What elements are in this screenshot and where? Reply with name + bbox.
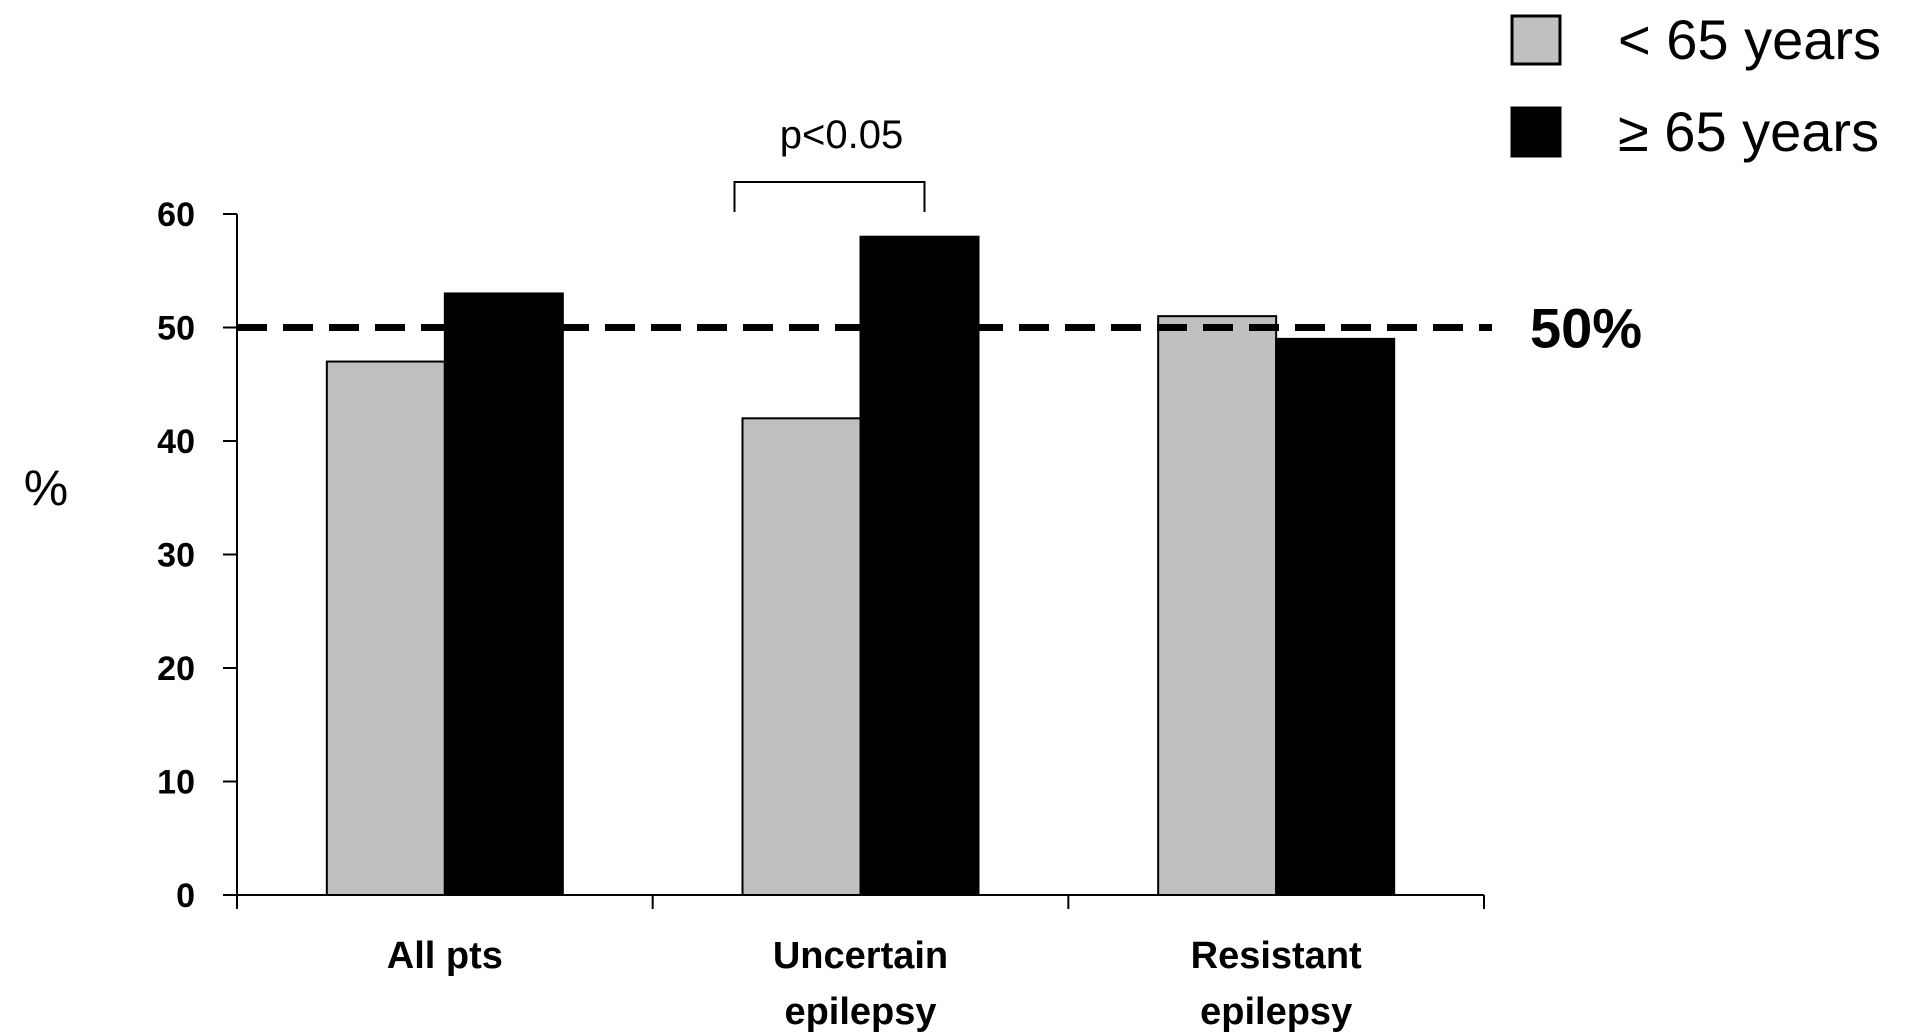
x-tick-label: epilepsy bbox=[1200, 991, 1352, 1032]
reference-line-label: 50% bbox=[1530, 297, 1642, 360]
y-tick-label: 60 bbox=[157, 196, 195, 234]
bar bbox=[1157, 315, 1278, 896]
legend-swatch bbox=[1510, 14, 1562, 66]
y-tick-label: 30 bbox=[157, 537, 195, 575]
y-tick-label: 10 bbox=[157, 764, 195, 802]
annotations: 50% p<0.05 bbox=[237, 113, 1642, 360]
y-tick-label: 40 bbox=[157, 423, 195, 461]
x-tick-label: Uncertain bbox=[773, 935, 948, 977]
legend-swatch bbox=[1510, 106, 1562, 158]
bar bbox=[741, 417, 862, 896]
x-tick-label: Resistant bbox=[1191, 935, 1362, 977]
significance-bracket bbox=[733, 181, 926, 212]
bar bbox=[1275, 337, 1396, 897]
legend-label: ≥ 65 years bbox=[1618, 100, 1879, 163]
bars bbox=[325, 235, 1396, 897]
x-tick-label: All pts bbox=[387, 935, 503, 977]
bar bbox=[443, 292, 564, 896]
y-tick-label: 0 bbox=[176, 877, 195, 915]
labels: 0 10 20 30 40 50 60% All pts Uncertain epilepsy Re… bbox=[24, 196, 1362, 1032]
bar bbox=[859, 235, 980, 896]
y-axis-label: % bbox=[24, 460, 68, 516]
significance-label: p<0.05 bbox=[780, 113, 903, 157]
y-tick-label: 20 bbox=[157, 650, 195, 688]
x-tick-label: epilepsy bbox=[784, 991, 936, 1032]
legend: < 65 years ≥ 65 years bbox=[1510, 8, 1881, 163]
bar bbox=[325, 360, 446, 896]
legend-label: < 65 years bbox=[1618, 8, 1881, 71]
y-tick-label: 50 bbox=[157, 310, 195, 348]
